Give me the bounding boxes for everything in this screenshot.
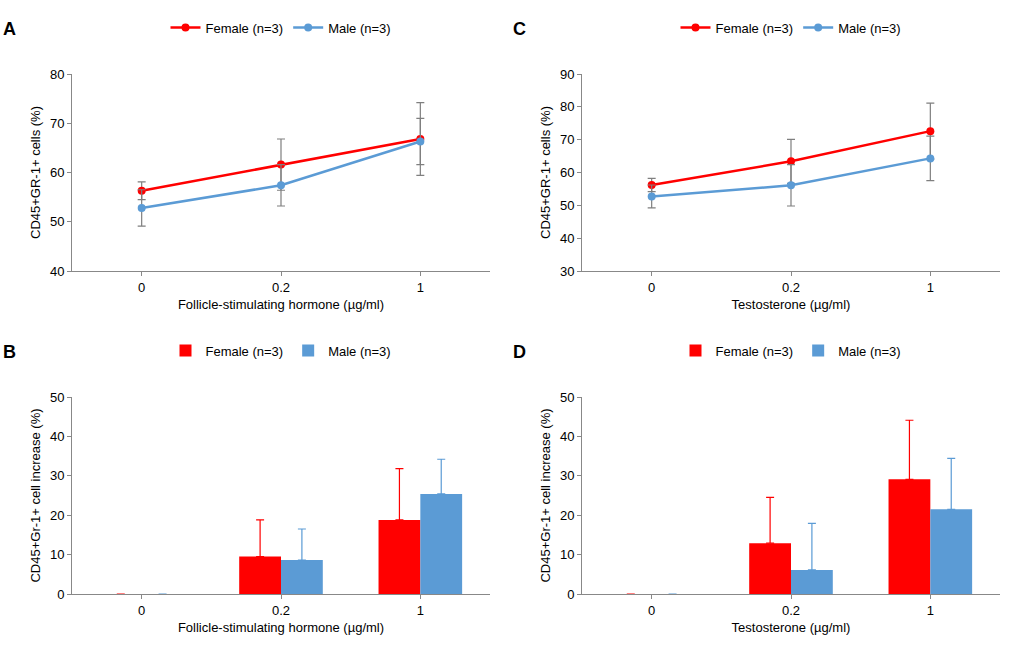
- svg-text:0: 0: [567, 587, 574, 602]
- svg-text:90: 90: [560, 67, 574, 82]
- svg-text:40: 40: [560, 231, 574, 246]
- svg-text:1: 1: [927, 280, 934, 295]
- svg-text:0.2: 0.2: [782, 603, 800, 618]
- svg-text:50: 50: [50, 390, 64, 405]
- svg-text:30: 30: [560, 468, 574, 483]
- svg-text:0: 0: [57, 587, 64, 602]
- svg-text:70: 70: [50, 116, 64, 131]
- svg-text:Follicle-stimulating hormone (: Follicle-stimulating hormone (µg/ml): [178, 620, 384, 635]
- svg-text:30: 30: [560, 264, 574, 279]
- svg-text:B: B: [3, 342, 16, 362]
- svg-text:C: C: [513, 19, 526, 39]
- svg-text:50: 50: [50, 214, 64, 229]
- svg-text:40: 40: [560, 429, 574, 444]
- svg-text:Testosterone (µg/ml): Testosterone (µg/ml): [732, 620, 851, 635]
- svg-text:60: 60: [560, 165, 574, 180]
- svg-text:Male (n=3): Male (n=3): [838, 344, 901, 359]
- svg-text:30: 30: [50, 468, 64, 483]
- svg-text:Female (n=3): Female (n=3): [206, 344, 284, 359]
- svg-text:0.2: 0.2: [272, 280, 290, 295]
- svg-text:Male (n=3): Male (n=3): [328, 21, 391, 36]
- svg-text:CD45+GR-1+ cells (%): CD45+GR-1+ cells (%): [538, 106, 553, 239]
- svg-text:10: 10: [50, 547, 64, 562]
- svg-text:Testosterone (µg/ml): Testosterone (µg/ml): [732, 297, 851, 312]
- svg-text:CD45+Gr-1+ cell increase (%): CD45+Gr-1+ cell increase (%): [28, 408, 43, 582]
- svg-text:0.2: 0.2: [272, 603, 290, 618]
- svg-text:10: 10: [560, 547, 574, 562]
- svg-text:Follicle-stimulating hormone (: Follicle-stimulating hormone (µg/ml): [178, 297, 384, 312]
- svg-text:80: 80: [50, 67, 64, 82]
- svg-text:20: 20: [50, 508, 64, 523]
- svg-text:60: 60: [50, 165, 64, 180]
- svg-text:50: 50: [560, 198, 574, 213]
- svg-text:Female (n=3): Female (n=3): [716, 21, 794, 36]
- svg-text:50: 50: [560, 390, 574, 405]
- svg-text:20: 20: [560, 508, 574, 523]
- svg-text:0: 0: [138, 603, 145, 618]
- svg-text:Female (n=3): Female (n=3): [206, 21, 284, 36]
- svg-text:1: 1: [417, 603, 424, 618]
- svg-text:Male (n=3): Male (n=3): [328, 344, 391, 359]
- svg-text:40: 40: [50, 429, 64, 444]
- svg-text:0: 0: [648, 603, 655, 618]
- svg-text:1: 1: [927, 603, 934, 618]
- svg-text:A: A: [3, 19, 16, 39]
- svg-text:CD45+Gr-1+ cell increase (%): CD45+Gr-1+ cell increase (%): [538, 408, 553, 582]
- svg-text:70: 70: [560, 132, 574, 147]
- svg-text:CD45+GR-1+ cells (%): CD45+GR-1+ cells (%): [28, 106, 43, 239]
- svg-text:Male (n=3): Male (n=3): [838, 21, 901, 36]
- svg-text:1: 1: [417, 280, 424, 295]
- svg-text:D: D: [513, 342, 526, 362]
- svg-text:40: 40: [50, 264, 64, 279]
- svg-text:Female (n=3): Female (n=3): [716, 344, 794, 359]
- svg-text:80: 80: [560, 99, 574, 114]
- svg-text:0: 0: [648, 280, 655, 295]
- svg-text:0.2: 0.2: [782, 280, 800, 295]
- svg-text:0: 0: [138, 280, 145, 295]
